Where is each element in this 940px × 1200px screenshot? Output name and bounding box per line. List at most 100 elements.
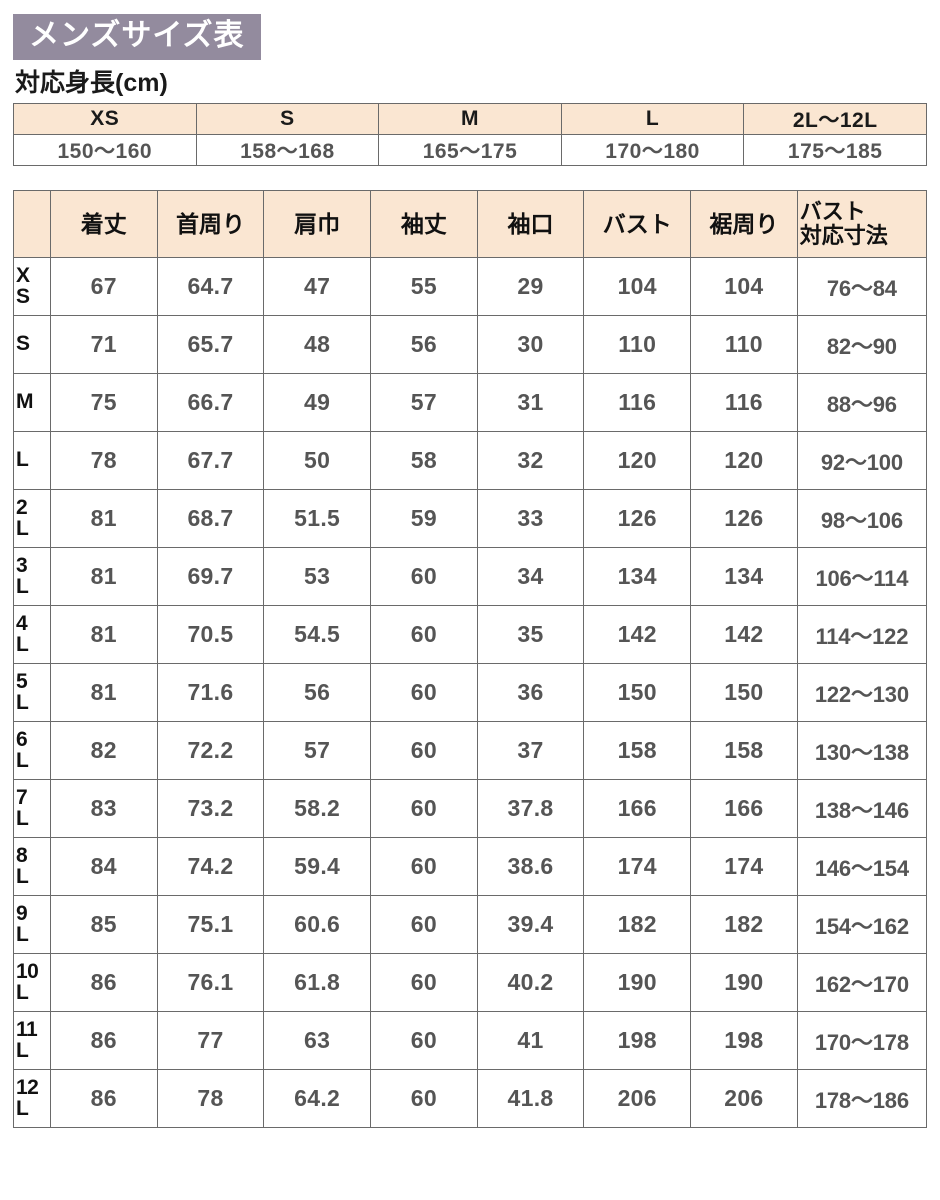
measurement-cell: 60 (369, 1069, 478, 1128)
table-row: 6 L 82 72.2 57 60 37 158 158 130〜138 (13, 721, 928, 780)
table-row: 2 L 81 68.7 51.5 59 33 126 126 98〜106 (13, 489, 928, 548)
measurement-column-header: 袖口 (476, 190, 585, 258)
height-range-value: 175〜185 (743, 134, 927, 166)
measurement-cell: 67.7 (156, 431, 265, 490)
row-size-label: 10 L (13, 953, 51, 1012)
measurement-cell: 158 (690, 721, 798, 780)
column-header-line-2: 対応寸法 (799, 223, 888, 248)
measurement-cell: 174 (583, 837, 692, 896)
bust-range-cell: 122〜130 (796, 663, 928, 722)
measurement-cell: 150 (690, 663, 798, 722)
measurement-cell: 150 (583, 663, 692, 722)
measurement-cell: 51.5 (263, 489, 371, 548)
measurement-cell: 66.7 (156, 373, 265, 432)
table-row: X S 67 64.7 47 55 29 104 104 76〜84 (13, 257, 928, 316)
measurement-cell: 59.4 (263, 837, 371, 896)
measurement-cell: 158 (583, 721, 692, 780)
row-size-label-line-2: L (16, 864, 29, 888)
measurement-cell: 37.8 (476, 779, 585, 838)
row-size-label-line-2: L (16, 1038, 29, 1062)
measurement-cell: 71 (49, 315, 158, 374)
height-size-header: L (560, 103, 745, 135)
row-size-label-line-2: L (16, 632, 29, 656)
measurement-cell: 61.8 (263, 953, 371, 1012)
measurement-cell: 77 (156, 1011, 265, 1070)
bust-range-cell: 170〜178 (796, 1011, 928, 1070)
table-row: 5 L 81 71.6 56 60 36 150 150 122〜130 (13, 663, 928, 722)
measurement-cell: 57 (263, 721, 371, 780)
page-title: メンズサイズ表 (13, 14, 261, 60)
measurement-cell: 31 (476, 373, 585, 432)
height-size-header: 2L〜12L (743, 103, 927, 135)
row-size-label-line-2: L (16, 1096, 29, 1120)
measurement-cell: 29 (476, 257, 585, 316)
measurement-cell: 182 (583, 895, 692, 954)
measurement-column-header: 裾周り (690, 190, 798, 258)
measurement-table-header-row: 着丈 首周り 肩巾 袖丈 袖口 バスト 裾周り バスト 対応寸法 (13, 190, 928, 258)
measurement-cell: 76.1 (156, 953, 265, 1012)
measurement-cell: 63 (263, 1011, 371, 1070)
measurement-cell: 70.5 (156, 605, 265, 664)
measurement-cell: 60 (369, 953, 478, 1012)
measurement-cell: 65.7 (156, 315, 265, 374)
measurement-cell: 55 (369, 257, 478, 316)
measurement-cell: 166 (583, 779, 692, 838)
height-range-value: 150〜160 (13, 134, 197, 166)
table-row: 4 L 81 70.5 54.5 60 35 142 142 114〜122 (13, 605, 928, 664)
bust-range-cell: 146〜154 (796, 837, 928, 896)
bust-range-cell: 178〜186 (796, 1069, 928, 1128)
table-row: 12 L 86 78 64.2 60 41.8 206 206 178〜186 (13, 1069, 928, 1128)
table-row: 11 L 86 77 63 60 41 198 198 170〜178 (13, 1011, 928, 1070)
measurement-cell: 110 (690, 315, 798, 374)
measurement-cell: 36 (476, 663, 585, 722)
height-table-header-row: XS S M L 2L〜12L (13, 103, 927, 135)
table-row: L 78 67.7 50 58 32 120 120 92〜100 (13, 431, 928, 490)
measurement-cell: 60 (369, 1011, 478, 1070)
table-row: 10 L 86 76.1 61.8 60 40.2 190 190 162〜170 (13, 953, 928, 1012)
row-size-label-line-2: L (16, 980, 29, 1004)
measurement-column-header: 着丈 (49, 190, 158, 258)
column-header-line-1: バスト (799, 199, 866, 225)
row-size-label-line-2: L (16, 748, 29, 772)
row-size-label-line-1: 5 (16, 670, 28, 694)
measurement-cell: 35 (476, 605, 585, 664)
measurement-cell: 81 (49, 547, 158, 606)
height-section-caption: 対応身長(cm) (15, 68, 168, 97)
measurement-cell: 60 (369, 721, 478, 780)
measurement-cell: 60 (369, 547, 478, 606)
bust-range-cell: 130〜138 (796, 721, 928, 780)
row-size-label-line-2: L (16, 574, 29, 598)
measurement-cell: 40.2 (476, 953, 585, 1012)
measurement-cell: 198 (583, 1011, 692, 1070)
measurement-cell: 85 (49, 895, 158, 954)
measurement-cell: 64.7 (156, 257, 265, 316)
measurement-cell: 34 (476, 547, 585, 606)
measurement-table: 着丈 首周り 肩巾 袖丈 袖口 バスト 裾周り バスト 対応寸法 X S 67 64.7 47 55 29 1… (13, 190, 928, 1128)
row-size-label-line-2: L (16, 806, 29, 830)
measurement-cell: 86 (49, 953, 158, 1012)
measurement-cell: 67 (49, 257, 158, 316)
measurement-cell: 60 (369, 605, 478, 664)
measurement-cell: 60 (369, 837, 478, 896)
bust-range-cell: 92〜100 (796, 431, 928, 490)
row-size-label-line-1: X (16, 264, 30, 288)
measurement-column-header: 首周り (156, 190, 265, 258)
measurement-cell: 56 (369, 315, 478, 374)
row-size-label-line-1: 7 (16, 786, 28, 810)
measurement-cell: 58 (369, 431, 478, 490)
measurement-cell: 50 (263, 431, 371, 490)
measurement-cell: 190 (690, 953, 798, 1012)
measurement-cell: 116 (690, 373, 798, 432)
row-size-label-line-1: 4 (16, 612, 28, 636)
measurement-cell: 104 (690, 257, 798, 316)
row-size-label-line-1: L (16, 448, 29, 472)
measurement-cell: 110 (583, 315, 692, 374)
table-row: 9 L 85 75.1 60.6 60 39.4 182 182 154〜162 (13, 895, 928, 954)
measurement-cell: 54.5 (263, 605, 371, 664)
measurement-cell: 78 (49, 431, 158, 490)
bust-range-cell: 98〜106 (796, 489, 928, 548)
